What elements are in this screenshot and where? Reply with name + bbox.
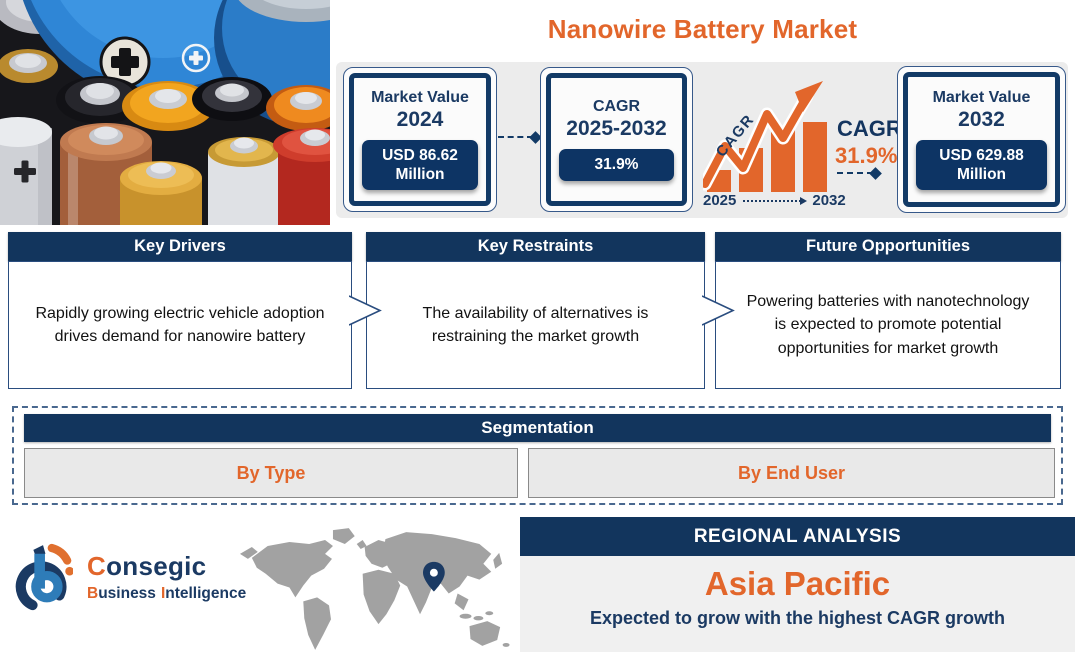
future-opportunities-header: Future Opportunities: [715, 232, 1061, 261]
growth-bars-arrow-icon: CAGR: [698, 81, 827, 192]
logo-name-initial: C: [87, 551, 107, 581]
page-title: Nanowire Battery Market: [547, 14, 858, 44]
cagr-value-text: 31.9%: [835, 143, 898, 168]
chevron-right-icon: [702, 295, 735, 326]
regional-analysis-header: REGIONAL ANALYSIS: [520, 517, 1075, 556]
key-restraints-body: The availability of alternatives is rest…: [366, 261, 705, 389]
dashed-line: [498, 136, 533, 138]
battery-photo: [0, 0, 330, 225]
regional-analysis-panel: Asia Pacific Expected to grow with the h…: [520, 556, 1075, 652]
cagr-text: CAGR: [837, 116, 902, 141]
region-name: Asia Pacific: [704, 565, 891, 602]
key-restraints-header: Key Restraints: [366, 232, 705, 261]
dashed-diamond-connector: [837, 166, 882, 180]
stat-label: Market Value: [371, 88, 469, 106]
stat-label: CAGR: [592, 98, 641, 116]
logo-name-rest: onsegic: [106, 551, 207, 581]
market-value-2024-card-inner: Market Value 2024 USD 86.62 Million: [349, 73, 491, 206]
growth-axis: 2025 2032: [703, 192, 846, 209]
dotted-arrow-icon: [743, 196, 808, 205]
stat-value-pill: 31.9%: [559, 149, 674, 181]
region-note: Expected to grow with the highest CAGR g…: [589, 608, 1005, 628]
logo-name: Consegic: [87, 551, 246, 582]
stat-value-pill: USD 629.88 Million: [916, 139, 1047, 191]
consegic-logo-icon: [15, 543, 73, 613]
end-year: 2032: [812, 192, 846, 209]
tagline-initial-b: B: [87, 585, 99, 602]
stat-period: 2032: [958, 107, 1005, 131]
segmentation-section: Segmentation By Type By End User: [12, 406, 1063, 505]
plus-mark-icon: [189, 51, 203, 65]
world-map: [239, 528, 510, 650]
segmentation-title-bar: Segmentation: [24, 414, 1051, 442]
start-year: 2025: [703, 192, 737, 209]
chevron-right-icon: [349, 295, 382, 326]
dashed-line: [837, 172, 873, 174]
stat-period: 2025-2032: [566, 117, 667, 141]
stat-label: Market Value: [932, 88, 1031, 106]
market-value-2032-card: Market Value 2032 USD 629.88 Million: [897, 66, 1066, 213]
plus-terminal-icon: [111, 48, 139, 76]
growth-graphic: CAGR CAGR 31.9% 2025 2032: [698, 80, 903, 220]
market-value-2024-card: Market Value 2024 USD 86.62 Million: [343, 67, 497, 212]
market-value-2032-card-inner: Market Value 2032 USD 629.88 Million: [903, 72, 1060, 207]
segment-by-end-user: By End User: [528, 448, 1055, 498]
cagr-card: CAGR 2025-2032 31.9%: [540, 67, 693, 212]
cagr-card-inner: CAGR 2025-2032 31.9%: [546, 73, 687, 206]
tagline-initial-i: I: [160, 585, 166, 602]
tagline-part-1: usiness: [98, 585, 156, 602]
key-restraints-card: Key Restraints The availability of alter…: [366, 232, 705, 389]
key-drivers-header: Key Drivers: [8, 232, 352, 261]
diamond-icon: [869, 166, 882, 180]
segment-by-type: By Type: [24, 448, 518, 498]
tagline-part-2: ntelligence: [165, 585, 247, 602]
stat-value-pill: USD 86.62 Million: [362, 139, 478, 191]
future-opportunities-body: Powering batteries with nanotechnology i…: [715, 261, 1061, 389]
dashed-diamond-connector: [498, 130, 542, 144]
consegic-logo: Consegic Business Intelligence: [15, 538, 246, 616]
logo-tagline: Business Intelligence: [87, 585, 246, 603]
stat-period: 2024: [396, 107, 444, 131]
future-opportunities-card: Future Opportunities Powering batteries …: [715, 232, 1061, 389]
key-drivers-card: Key Drivers Rapidly growing electric veh…: [8, 232, 352, 389]
key-drivers-body: Rapidly growing electric vehicle adoptio…: [8, 261, 352, 389]
